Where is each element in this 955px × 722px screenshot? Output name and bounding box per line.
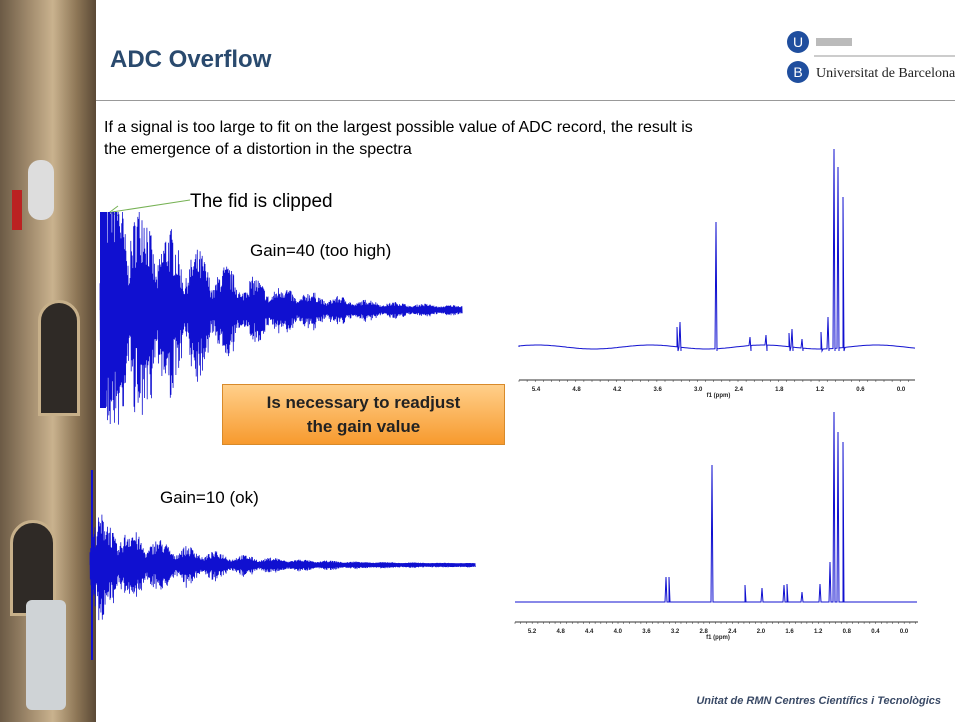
tick-label: 3.0 [694, 387, 703, 393]
callout: Is necessary to readjust the gain value [222, 384, 505, 445]
tick-label: 1.6 [785, 629, 794, 635]
tick-label: 5.2 [528, 629, 537, 635]
arrow-line [112, 200, 190, 212]
tick-label: 4.2 [613, 387, 622, 393]
annotation: Gain=10 (ok) [160, 488, 259, 508]
tick-label: 0.8 [843, 629, 852, 635]
tick-label: 0.4 [871, 629, 880, 635]
annotation: The fid is clipped [190, 191, 333, 213]
axis-label: f1 (ppm) [707, 393, 731, 399]
tick-label: 4.8 [572, 387, 581, 393]
footer: Unitat de RMN Centres Científics i Tecno… [696, 695, 941, 707]
tick-label: 0.0 [897, 387, 906, 393]
tick-label: 4.0 [614, 629, 623, 635]
tick-label: 5.4 [532, 387, 541, 393]
tick-label: 0.6 [856, 387, 865, 393]
annotation: Gain=40 (too high) [250, 241, 391, 261]
tick-label: 4.8 [556, 629, 565, 635]
callout-line: Is necessary to readjust [223, 391, 504, 415]
tick-label: 0.0 [900, 629, 909, 635]
tick-label: 3.6 [642, 629, 651, 635]
tick-label: 3.6 [653, 387, 662, 393]
slide: ADC Overflow U B Universitat de Barcelon… [0, 0, 955, 722]
tick-label: 2.4 [735, 387, 744, 393]
plots: 5.4 4.8 4.2 3.6 3.0 2.4 1.8 1.2 0.6 0.0 f1 (ppm) 5.… [0, 0, 955, 722]
tick-label: 1.8 [775, 387, 784, 393]
spectrum-trace [519, 149, 915, 351]
tick-label: 4.4 [585, 629, 594, 635]
page: ADC Overflow {"header": {"title": "ADC O… [0, 0, 955, 722]
tick-label: 1.2 [814, 629, 823, 635]
spectrum-trace [515, 412, 917, 602]
fid-clipped-block [100, 212, 106, 408]
tick-label: 3.2 [671, 629, 680, 635]
tick-label: 2.0 [757, 629, 766, 635]
body: ADC Overflow U B Universitat de Barcelon… [0, 0, 955, 722]
fid-waveform [90, 515, 475, 621]
callout-line: the gain value [223, 415, 504, 439]
axis-label: f1 (ppm) [706, 635, 730, 641]
tick-label: 1.2 [816, 387, 825, 393]
